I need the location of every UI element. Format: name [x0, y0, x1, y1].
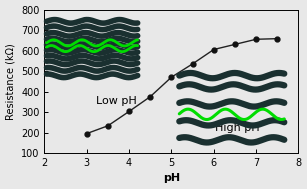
X-axis label: pH: pH — [163, 174, 180, 184]
Y-axis label: Resistance (kΩ): Resistance (kΩ) — [6, 43, 16, 120]
Text: High pH: High pH — [215, 123, 260, 133]
Text: Low pH: Low pH — [96, 96, 137, 106]
